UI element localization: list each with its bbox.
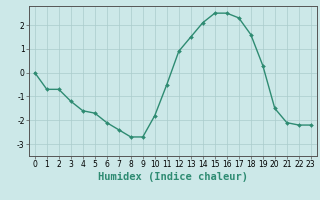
X-axis label: Humidex (Indice chaleur): Humidex (Indice chaleur): [98, 172, 248, 182]
